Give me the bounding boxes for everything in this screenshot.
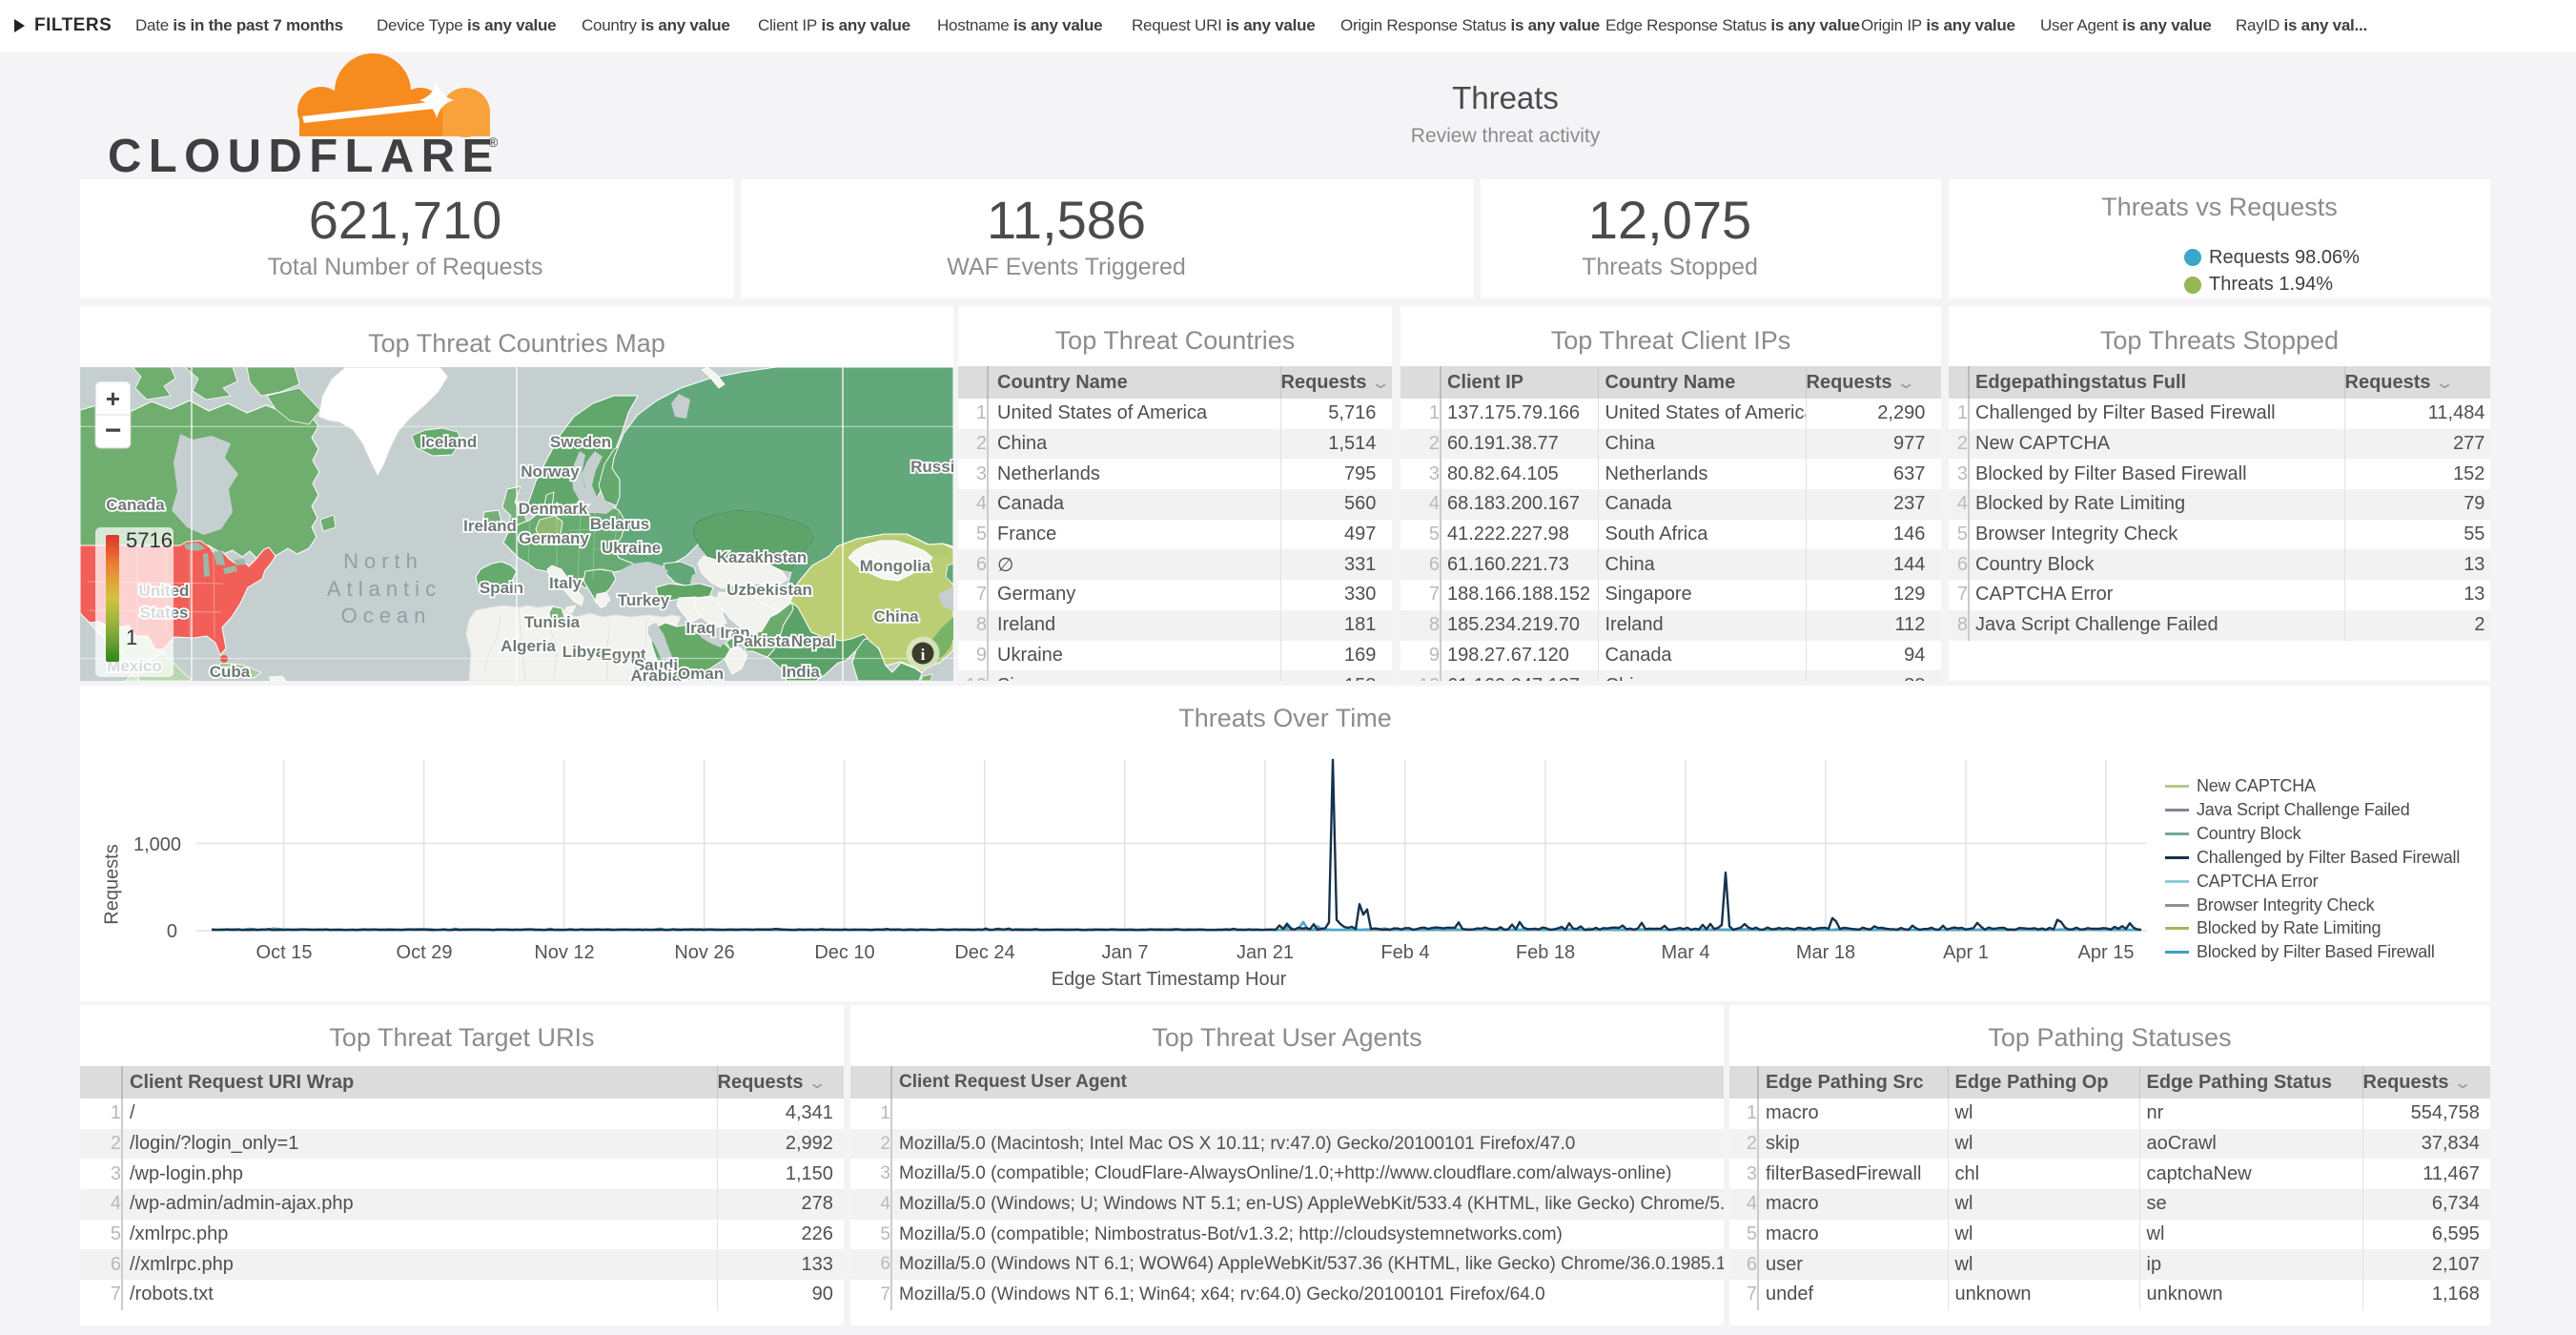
svg-text:+: +: [106, 384, 120, 413]
svg-text:Norway: Norway: [521, 462, 580, 481]
svg-text:Kazakhstan: Kazakhstan: [717, 548, 807, 566]
svg-text:Ukraine: Ukraine: [602, 539, 661, 557]
svg-text:1: 1: [126, 626, 137, 649]
svg-text:Belarus: Belarus: [590, 515, 649, 533]
svg-text:i: i: [921, 646, 926, 664]
svg-text:Ireland: Ireland: [463, 517, 517, 535]
svg-text:Russia: Russia: [910, 458, 953, 476]
svg-text:India: India: [782, 663, 820, 681]
svg-text:Iran: Iran: [720, 624, 749, 642]
svg-text:Egypt: Egypt: [601, 646, 646, 664]
svg-text:Sweden: Sweden: [550, 433, 611, 451]
svg-text:CLOUDFLARE: CLOUDFLARE: [108, 131, 501, 177]
svg-text:Nepal: Nepal: [791, 632, 835, 650]
svg-text:Canada: Canada: [106, 496, 165, 514]
svg-text:North: North: [343, 549, 423, 573]
svg-text:Spain: Spain: [480, 579, 523, 597]
svg-text:−: −: [105, 415, 122, 446]
svg-text:Cuba: Cuba: [210, 663, 251, 681]
svg-text:Germany: Germany: [519, 529, 589, 547]
svg-text:Iraq: Iraq: [685, 619, 715, 637]
svg-text:Arabia: Arabia: [631, 667, 682, 681]
svg-text:China: China: [873, 607, 919, 626]
svg-text:Tunisia: Tunisia: [524, 613, 581, 631]
svg-text:Saudi: Saudi: [634, 656, 678, 674]
svg-text:Iceland: Iceland: [421, 433, 478, 451]
svg-text:5716: 5716: [126, 528, 173, 552]
svg-text:Ocean: Ocean: [341, 604, 432, 627]
svg-text:Denmark: Denmark: [519, 500, 588, 518]
svg-text:Algeria: Algeria: [501, 637, 556, 655]
svg-text:Turkey: Turkey: [618, 591, 670, 609]
svg-text:Libya: Libya: [562, 643, 605, 661]
svg-text:Mongolia: Mongolia: [860, 557, 931, 575]
svg-text:Atlantic: Atlantic: [327, 577, 441, 601]
svg-text:Italy: Italy: [549, 574, 583, 592]
svg-text:Pakistan: Pakistan: [733, 632, 800, 650]
svg-text:®: ®: [488, 134, 499, 150]
svg-text:Oman: Oman: [678, 665, 724, 681]
svg-text:Uzbekistan: Uzbekistan: [726, 581, 812, 599]
